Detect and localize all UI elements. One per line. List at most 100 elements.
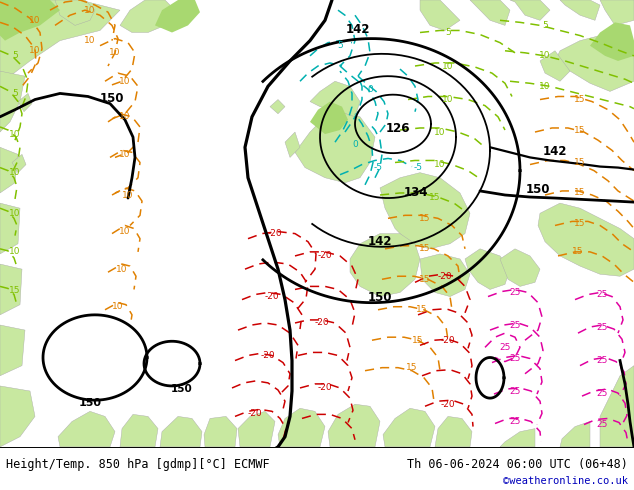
Polygon shape [380, 172, 470, 249]
Text: 25: 25 [597, 420, 607, 429]
Text: -20: -20 [314, 318, 329, 327]
Polygon shape [278, 408, 325, 447]
Text: 25: 25 [509, 354, 521, 363]
Polygon shape [0, 386, 35, 447]
Text: 15: 15 [574, 95, 586, 104]
Text: -20: -20 [437, 272, 452, 281]
Text: 15: 15 [574, 158, 586, 167]
Text: 25: 25 [597, 290, 607, 299]
Polygon shape [155, 0, 200, 32]
Text: 10: 10 [434, 160, 446, 169]
Polygon shape [0, 264, 22, 315]
Polygon shape [0, 325, 25, 376]
Polygon shape [0, 0, 120, 76]
Polygon shape [500, 429, 535, 447]
Text: 25: 25 [509, 288, 521, 297]
Polygon shape [465, 249, 510, 290]
Text: 10: 10 [119, 150, 131, 159]
Text: 10: 10 [10, 168, 21, 177]
Text: 15: 15 [574, 189, 586, 197]
Text: 25: 25 [500, 343, 511, 352]
Text: 15: 15 [417, 305, 428, 314]
Polygon shape [0, 0, 60, 41]
Polygon shape [310, 101, 348, 134]
Text: Height/Temp. 850 hPa [gdmp][°C] ECMWF: Height/Temp. 850 hPa [gdmp][°C] ECMWF [6, 458, 269, 471]
Text: 10: 10 [116, 265, 127, 273]
Text: -20: -20 [261, 351, 275, 360]
Polygon shape [285, 132, 300, 157]
Polygon shape [270, 99, 285, 114]
Text: 5: 5 [12, 89, 18, 98]
Text: 10: 10 [122, 191, 134, 199]
Text: 150: 150 [79, 398, 101, 408]
Text: ©weatheronline.co.uk: ©weatheronline.co.uk [503, 476, 628, 486]
Polygon shape [120, 0, 175, 32]
Polygon shape [310, 81, 360, 117]
Text: 15: 15 [406, 363, 418, 372]
Polygon shape [555, 36, 634, 92]
Polygon shape [420, 254, 470, 296]
Text: -20: -20 [318, 384, 332, 392]
Text: 10: 10 [29, 46, 41, 55]
Polygon shape [500, 249, 540, 287]
Text: 10: 10 [443, 95, 454, 104]
Text: 0: 0 [367, 85, 373, 94]
Polygon shape [120, 415, 158, 447]
Text: -20: -20 [248, 409, 262, 418]
Text: 10: 10 [540, 51, 551, 60]
Text: 10: 10 [443, 62, 454, 71]
Text: 0: 0 [352, 140, 358, 149]
Text: 25: 25 [597, 389, 607, 397]
Text: 25: 25 [597, 356, 607, 365]
Polygon shape [0, 203, 20, 254]
Text: 15: 15 [429, 193, 441, 201]
Text: 150: 150 [100, 92, 124, 104]
Text: 5: 5 [445, 28, 451, 37]
Text: 10: 10 [29, 16, 41, 25]
Text: 15: 15 [10, 286, 21, 295]
Text: 15: 15 [412, 336, 424, 345]
Text: -20: -20 [318, 251, 332, 261]
Text: -20: -20 [264, 292, 280, 301]
Polygon shape [238, 411, 275, 447]
Text: 150: 150 [368, 291, 392, 304]
Text: 15: 15 [419, 245, 430, 253]
Text: 15: 15 [419, 275, 430, 284]
Text: -5: -5 [413, 163, 422, 172]
Text: 10: 10 [540, 82, 551, 91]
Polygon shape [295, 112, 375, 183]
Text: -20: -20 [441, 336, 455, 345]
Text: 10: 10 [10, 129, 21, 139]
Text: 10: 10 [109, 49, 120, 57]
Text: 25: 25 [509, 387, 521, 395]
Text: 10: 10 [119, 227, 131, 236]
Polygon shape [58, 411, 115, 447]
Polygon shape [350, 234, 420, 296]
Text: -20: -20 [441, 400, 455, 409]
Text: 15: 15 [574, 219, 586, 228]
Text: -5: -5 [373, 163, 382, 172]
Polygon shape [560, 0, 600, 20]
Text: 5: 5 [337, 41, 343, 50]
Polygon shape [600, 0, 634, 25]
Polygon shape [18, 94, 32, 112]
Polygon shape [55, 0, 95, 25]
Text: 10: 10 [119, 112, 131, 122]
Text: -20: -20 [268, 229, 282, 238]
Polygon shape [0, 147, 18, 193]
Polygon shape [538, 203, 634, 276]
Text: 5: 5 [12, 51, 18, 60]
Text: 10: 10 [10, 209, 21, 218]
Polygon shape [470, 0, 510, 25]
Text: 150: 150 [526, 183, 550, 196]
Text: 142: 142 [368, 235, 392, 248]
Text: 134: 134 [404, 186, 428, 199]
Text: Th 06-06-2024 06:00 UTC (06+48): Th 06-06-2024 06:00 UTC (06+48) [407, 458, 628, 471]
Polygon shape [590, 23, 634, 61]
Text: 25: 25 [597, 322, 607, 332]
Text: 25: 25 [509, 417, 521, 426]
Text: 15: 15 [574, 125, 586, 134]
Polygon shape [160, 416, 202, 447]
Text: 126: 126 [385, 122, 410, 135]
Text: 10: 10 [84, 36, 96, 45]
